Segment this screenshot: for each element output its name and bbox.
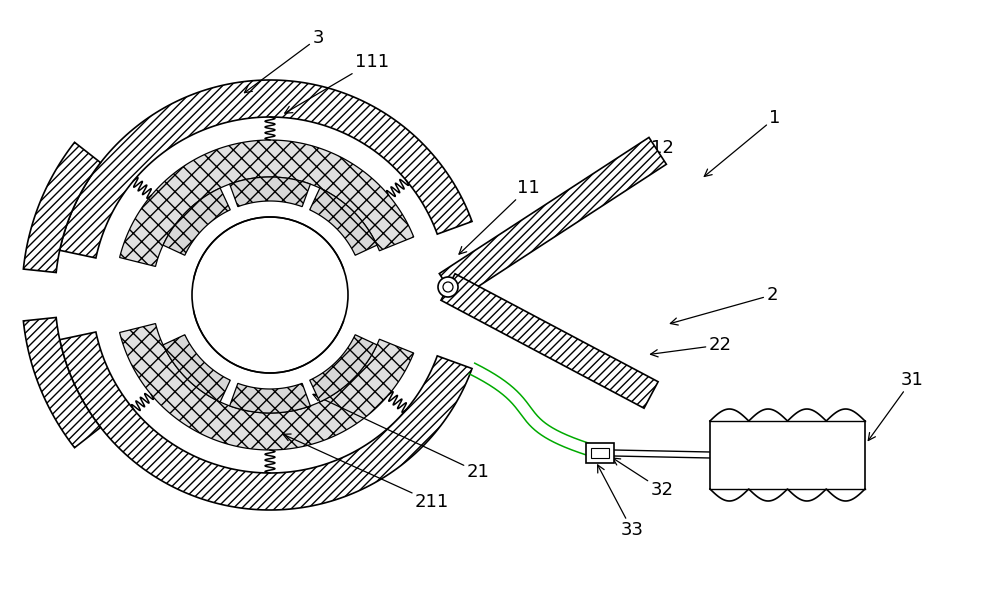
- Text: 22: 22: [651, 336, 732, 357]
- Polygon shape: [23, 142, 101, 272]
- Text: 3: 3: [244, 29, 324, 93]
- Polygon shape: [60, 332, 472, 510]
- Polygon shape: [120, 324, 414, 450]
- Polygon shape: [310, 335, 377, 402]
- Text: 33: 33: [598, 465, 644, 539]
- Polygon shape: [163, 335, 230, 402]
- Polygon shape: [120, 140, 414, 266]
- Polygon shape: [439, 138, 666, 300]
- Text: 12: 12: [579, 139, 673, 209]
- Circle shape: [443, 282, 453, 292]
- Text: 32: 32: [613, 458, 674, 499]
- Text: 21: 21: [313, 394, 489, 481]
- Text: 111: 111: [285, 53, 389, 113]
- Polygon shape: [441, 274, 658, 408]
- Bar: [710, 421, 865, 489]
- Polygon shape: [230, 383, 310, 413]
- Polygon shape: [23, 318, 101, 448]
- Polygon shape: [60, 80, 472, 258]
- Polygon shape: [310, 188, 377, 255]
- Bar: [591, 448, 609, 458]
- Text: 211: 211: [283, 434, 449, 511]
- Text: 11: 11: [459, 179, 539, 254]
- Polygon shape: [230, 177, 310, 207]
- Circle shape: [192, 217, 348, 373]
- Circle shape: [438, 277, 458, 297]
- Polygon shape: [163, 188, 230, 255]
- Text: 2: 2: [670, 286, 778, 325]
- Text: 1: 1: [704, 109, 781, 176]
- Bar: [586, 443, 614, 463]
- Text: 31: 31: [868, 371, 923, 440]
